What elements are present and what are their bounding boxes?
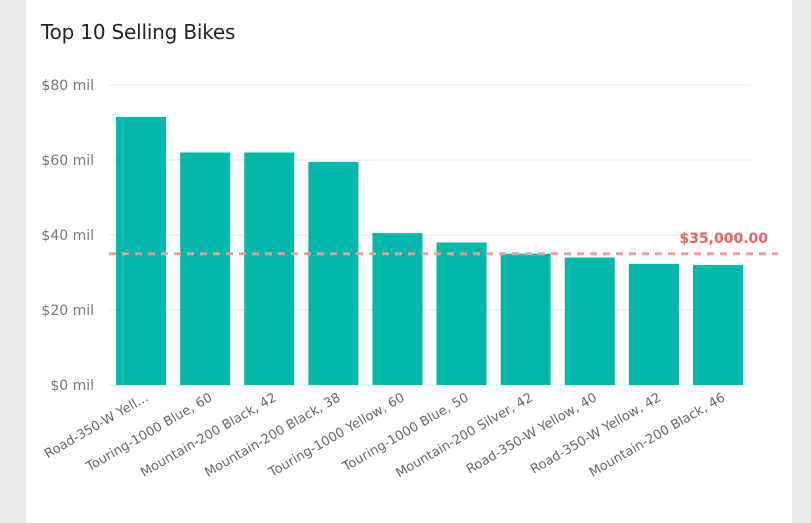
- bar: [180, 152, 231, 385]
- bar: [116, 116, 167, 385]
- reference-line-label: $35,000.00: [679, 231, 768, 247]
- y-tick-label: $40 mil: [41, 228, 94, 244]
- bar: [436, 242, 487, 385]
- bar: [500, 253, 551, 385]
- y-tick-label: $0 mil: [50, 378, 94, 394]
- bar-chart: $0 mil $20 mil $40 mil $60 mil $80 mil $35,00…: [41, 78, 778, 481]
- bar: [564, 257, 615, 385]
- x-tick-label: Road-350-W Yell...: [42, 390, 151, 462]
- bar: [692, 265, 743, 385]
- chart-card: Top 10 Selling Bikes $0 mil $20 mil $40 mi…: [26, 0, 792, 523]
- y-tick-label: $60 mil: [41, 153, 94, 169]
- y-tick-label: $20 mil: [41, 303, 94, 319]
- y-tick-label: $80 mil: [41, 78, 94, 94]
- bar: [372, 233, 423, 385]
- bar: [308, 161, 359, 385]
- bar: [244, 152, 295, 385]
- bar: [628, 263, 679, 385]
- chart-title: Top 10 Selling Bikes: [41, 20, 236, 44]
